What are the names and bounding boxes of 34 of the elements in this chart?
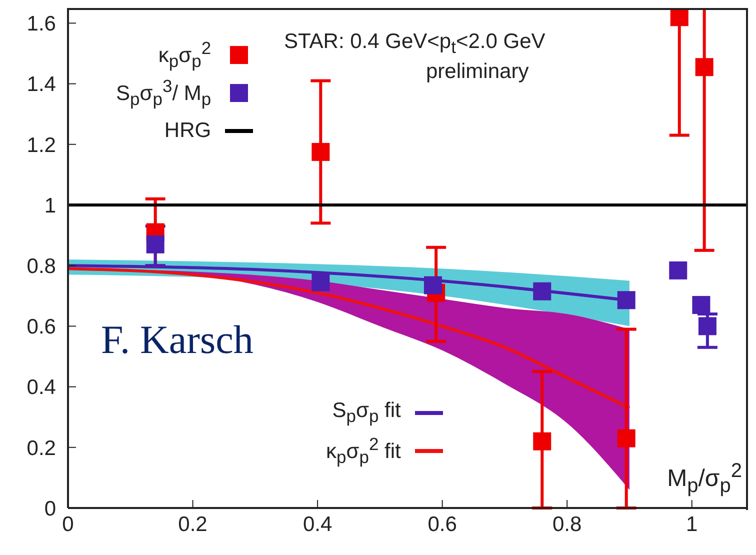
y-tick-label: 1.4 xyxy=(26,73,56,96)
y-tick-label: 0.4 xyxy=(26,376,56,400)
point xyxy=(312,273,330,292)
point xyxy=(146,235,164,254)
point xyxy=(695,58,714,76)
x-tick-label: 0.8 xyxy=(552,512,582,536)
x-tick-label: 0.4 xyxy=(302,512,332,536)
point xyxy=(669,261,688,280)
point xyxy=(698,317,716,336)
x-tick-label: 1 xyxy=(686,512,698,536)
y-tick-label: 0.6 xyxy=(26,316,56,339)
annotation: F. Karsch xyxy=(101,316,254,363)
point xyxy=(692,296,710,314)
annotation: STAR: 0.4 GeV<p$_{t}$<2.0 GeV xyxy=(284,30,546,58)
x-tick-label: 0.6 xyxy=(428,512,457,536)
annotation: preliminary xyxy=(426,60,529,84)
point xyxy=(424,276,442,294)
y-tick-label: 1.2 xyxy=(26,134,56,157)
legend-label: S$_{p}$σ$_{p}$$^{3}$/ M$_{p}$ xyxy=(116,76,212,110)
point xyxy=(533,282,552,300)
y-tick-label: 0.8 xyxy=(26,255,56,278)
y-tick-label: 1 xyxy=(44,194,56,218)
point xyxy=(617,429,636,448)
y-tick-label: 0.2 xyxy=(26,436,56,460)
point xyxy=(533,432,552,450)
legend-label: HRG xyxy=(164,119,212,143)
legend-label: κ$_{p}$σ$_{p}$$^{2}$ fit xyxy=(326,434,401,468)
y-tick-label: 1.6 xyxy=(26,12,56,36)
y-tick-label: 0 xyxy=(44,497,56,520)
legend-label: S$_{p}$σ$_{p}$ fit xyxy=(332,398,401,428)
point xyxy=(617,291,636,310)
x-tick-label: 0.2 xyxy=(178,512,208,536)
x-tick-label: 0 xyxy=(62,512,74,536)
point xyxy=(312,142,330,161)
